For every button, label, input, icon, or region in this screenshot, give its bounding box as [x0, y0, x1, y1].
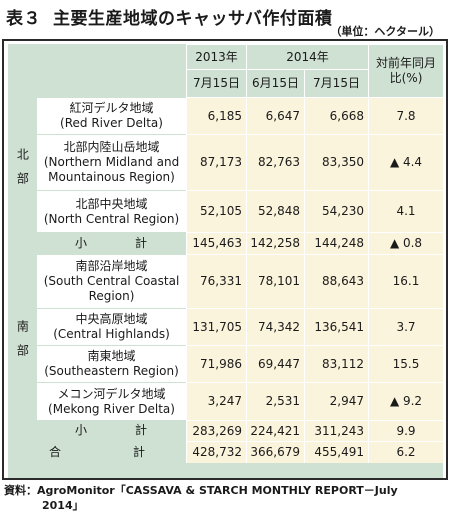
total-label: 合 計 — [8, 441, 186, 463]
table-cell: 131,705 — [186, 308, 246, 345]
header-date-2014-jun: 6月15日 — [246, 69, 304, 97]
subtotal-label-north: 小 計 — [36, 232, 186, 254]
table-cell: 74,342 — [246, 308, 304, 345]
table-cell: 224,421 — [246, 420, 304, 441]
table-cell: 83,112 — [304, 345, 369, 382]
source-note: 資料：AgroMonitor「CASSAVA & STARCH MONTHLY … — [4, 483, 448, 513]
source-line-2: 2014」 — [42, 499, 84, 512]
unit-note: （単位：ヘクタール） — [330, 25, 440, 38]
table-row-label: 北部中央地域 (North Central Region) — [36, 190, 186, 232]
table-cell: 78,101 — [246, 254, 304, 308]
table-cell: 145,463 — [186, 232, 246, 254]
table-row-label: 紅河デルタ地域 (Red River Delta) — [36, 97, 186, 134]
header-change: 対前年同月比(%) — [368, 44, 444, 97]
table-row-label: 中央高原地域 (Central Highlands) — [36, 308, 186, 345]
table-frame: 2013年 2014年 対前年同月比(%) 7月15日 6月15日 7月15日 … — [2, 39, 448, 480]
table-number: 表３ — [6, 9, 41, 29]
table-cell: 83,350 — [304, 134, 369, 190]
table-cell: 3.7 — [368, 308, 444, 345]
table-cell: 16.1 — [368, 254, 444, 308]
table-row-label: 南部沿岸地域 (South Central Coastal Region) — [36, 254, 186, 308]
table-cell: 2,531 — [246, 382, 304, 420]
table-background: 2013年 2014年 対前年同月比(%) 7月15日 6月15日 7月15日 … — [8, 44, 444, 478]
table-title: 表３ 主要生産地域のキャッサバ作付面積 — [6, 4, 332, 29]
table-cell: ▲ 4.4 — [368, 134, 444, 190]
header-year-2014: 2014年 — [246, 44, 369, 69]
table-cell: ▲ 9.2 — [368, 382, 444, 420]
table-cell: 6,185 — [186, 97, 246, 134]
table-cell: 142,258 — [246, 232, 304, 254]
header-date-2013-jul: 7月15日 — [186, 69, 246, 97]
subtotal-label-south: 小 計 — [36, 420, 186, 441]
table-cell: 15.5 — [368, 345, 444, 382]
table-cell: 6,668 — [304, 97, 369, 134]
table-cell: 76,331 — [186, 254, 246, 308]
table-row-label: メコン河デルタ地域 (Mekong River Delta) — [36, 382, 186, 420]
table-cell: 311,243 — [304, 420, 369, 441]
table-cell: 136,541 — [304, 308, 369, 345]
table-cell: 7.8 — [368, 97, 444, 134]
table-cell: 54,230 — [304, 190, 369, 232]
table-cell: 4.1 — [368, 190, 444, 232]
header-blank — [8, 44, 186, 97]
region-label-south: 南部 — [8, 254, 36, 441]
table-cell: 52,105 — [186, 190, 246, 232]
table-cell: 6,647 — [246, 97, 304, 134]
header-date-2014-jul: 7月15日 — [304, 69, 369, 97]
table-cell: 2,947 — [304, 382, 369, 420]
region-label-north: 北部 — [8, 97, 36, 254]
table-cell: ▲ 0.8 — [368, 232, 444, 254]
table-cell: 71,986 — [186, 345, 246, 382]
table-cell: 87,173 — [186, 134, 246, 190]
table-cell: 52,848 — [246, 190, 304, 232]
table-cell: 69,447 — [246, 345, 304, 382]
table-cell: 82,763 — [246, 134, 304, 190]
table-cell: 144,248 — [304, 232, 369, 254]
table-row-label: 南東地域 (Southeastern Region) — [36, 345, 186, 382]
table-row-label: 北部内陸山岳地域 (Northern Midland and Mountainou… — [36, 134, 186, 190]
source-line-1: 資料：AgroMonitor「CASSAVA & STARCH MONTHLY … — [4, 484, 398, 497]
header-year-2013: 2013年 — [186, 44, 246, 69]
table-cell: 428,732 — [186, 441, 246, 463]
table-cell: 283,269 — [186, 420, 246, 441]
table-cell: 366,679 — [246, 441, 304, 463]
table-cell: 3,247 — [186, 382, 246, 420]
table-cell: 88,643 — [304, 254, 369, 308]
table-cell: 455,491 — [304, 441, 369, 463]
cassava-area-table: 2013年 2014年 対前年同月比(%) 7月15日 6月15日 7月15日 … — [8, 44, 444, 463]
table-cell: 6.2 — [368, 441, 444, 463]
table-cell: 9.9 — [368, 420, 444, 441]
table-title-text: 主要生産地域のキャッサバ作付面積 — [53, 9, 333, 29]
